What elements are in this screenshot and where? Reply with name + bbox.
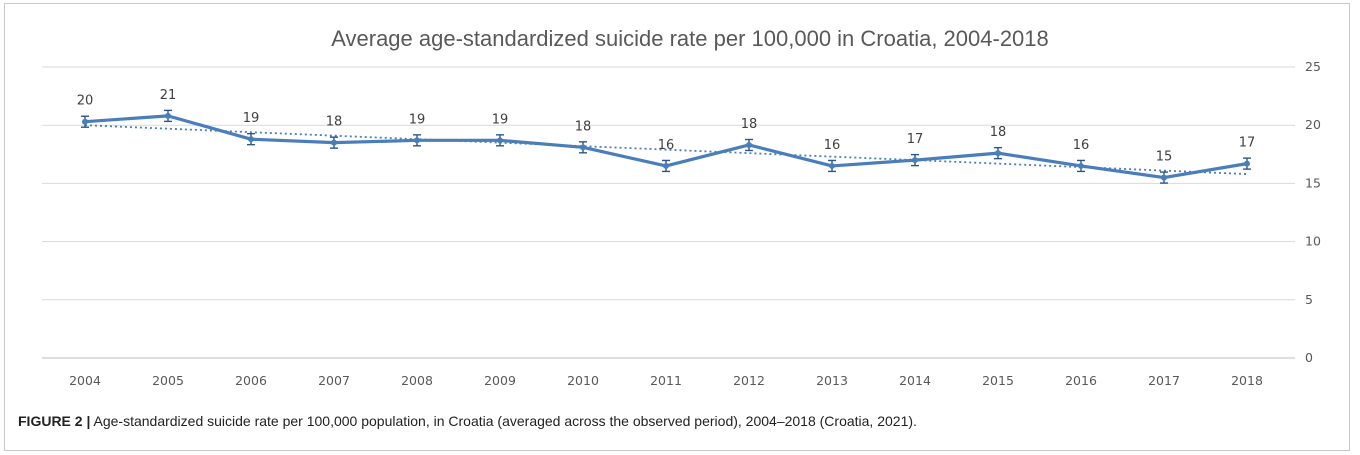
data-label-2009: 19 — [492, 112, 509, 127]
data-point-2013 — [829, 162, 835, 169]
y-tick-label-5: 5 — [1305, 292, 1313, 307]
data-label-2017: 15 — [1156, 150, 1173, 165]
data-point-2010 — [580, 144, 586, 151]
data-label-2005: 21 — [160, 88, 177, 103]
x-tick-label-2016: 2016 — [1065, 373, 1097, 388]
x-tick-label-2007: 2007 — [318, 373, 350, 388]
x-tick-label-2014: 2014 — [899, 373, 931, 388]
data-labels: 20 21 19 18 19 19 18 16 18 16 17 18 16 15 17 — [77, 88, 1256, 165]
line-chart: Average age-standardized suicide rate pe… — [42, 26, 1321, 388]
y-axis-ticks: 0 5 10 15 20 25 — [1305, 59, 1321, 365]
x-tick-label-2008: 2008 — [401, 373, 433, 388]
x-tick-label-2009: 2009 — [484, 373, 516, 388]
x-tick-label-2006: 2006 — [235, 373, 267, 388]
x-tick-label-2015: 2015 — [982, 373, 1014, 388]
y-tick-label-0: 0 — [1305, 350, 1313, 365]
y-tick-label-15: 15 — [1305, 175, 1321, 190]
data-point-2005 — [165, 112, 171, 119]
x-axis-ticks: 2004 2005 2006 2007 2008 2009 2010 2011 2012 2013… — [69, 373, 1263, 388]
data-point-2004 — [82, 118, 88, 125]
data-points — [82, 112, 1250, 181]
data-label-2016: 16 — [1073, 138, 1090, 153]
data-point-2006 — [248, 136, 254, 143]
x-tick-label-2011: 2011 — [650, 373, 682, 388]
data-point-2014 — [912, 157, 918, 164]
caption-label: FIGURE 2 | — [18, 413, 91, 429]
trendline — [84, 124, 1248, 175]
y-tick-label-25: 25 — [1305, 59, 1321, 74]
data-label-2011: 16 — [658, 138, 675, 153]
data-label-2018: 17 — [1239, 136, 1256, 151]
data-point-2008 — [414, 137, 420, 144]
x-tick-label-2004: 2004 — [69, 373, 101, 388]
data-point-2011 — [663, 162, 669, 169]
data-label-2010: 18 — [575, 119, 592, 134]
caption-text: Age-standardized suicide rate per 100,00… — [90, 413, 917, 429]
figure-frame — [4, 3, 1350, 451]
data-point-2018 — [1244, 160, 1250, 167]
data-point-2017 — [1161, 174, 1167, 181]
chart-title: Average age-standardized suicide rate pe… — [331, 26, 1049, 51]
data-label-2012: 18 — [741, 117, 758, 132]
x-tick-label-2018: 2018 — [1231, 373, 1263, 388]
trendline-layer — [84, 124, 1248, 175]
data-label-2007: 18 — [326, 115, 343, 130]
x-tick-label-2013: 2013 — [816, 373, 848, 388]
data-point-2015 — [995, 150, 1001, 157]
figure-caption: FIGURE 2 | Age-standardized suicide rate… — [18, 413, 1338, 429]
gridlines — [42, 66, 1295, 359]
x-tick-label-2012: 2012 — [733, 373, 765, 388]
data-label-2004: 20 — [77, 94, 94, 109]
error-bars — [81, 109, 1251, 184]
data-point-2007 — [331, 139, 337, 146]
data-point-2009 — [497, 137, 503, 144]
data-label-2013: 16 — [824, 138, 841, 153]
data-point-2016 — [1078, 162, 1084, 169]
x-tick-label-2017: 2017 — [1148, 373, 1180, 388]
y-tick-label-10: 10 — [1305, 234, 1321, 249]
data-label-2006: 19 — [243, 111, 260, 126]
data-point-2012 — [746, 141, 752, 148]
data-label-2015: 18 — [990, 125, 1007, 140]
y-tick-label-20: 20 — [1305, 117, 1321, 132]
x-tick-label-2005: 2005 — [152, 373, 184, 388]
x-tick-label-2010: 2010 — [567, 373, 599, 388]
data-label-2014: 17 — [907, 132, 924, 147]
data-label-2008: 19 — [409, 112, 426, 127]
